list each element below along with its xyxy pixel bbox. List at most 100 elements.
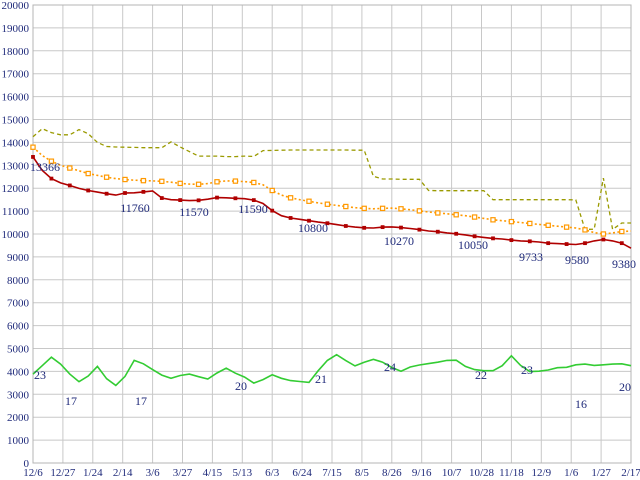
data-point-marker bbox=[527, 239, 532, 244]
data-point-marker bbox=[251, 198, 256, 203]
data-point-marker bbox=[343, 224, 348, 228]
data-point-marker bbox=[232, 178, 239, 184]
y-tick-label: 7000 bbox=[7, 298, 30, 310]
data-point-marker bbox=[398, 206, 404, 212]
x-tick-label: 11/18 bbox=[499, 467, 524, 479]
y-tick-label: 3000 bbox=[7, 389, 30, 401]
y-tick-label: 6000 bbox=[7, 321, 30, 333]
y-tick-label: 15000 bbox=[2, 115, 30, 127]
data-point-marker bbox=[85, 170, 91, 177]
series-line-olive-dashed-series bbox=[32, 127, 631, 231]
data-value-label: 9733 bbox=[519, 250, 543, 264]
data-point-marker bbox=[251, 179, 257, 186]
data-value-label: 13366 bbox=[30, 160, 60, 174]
data-value-label: 22 bbox=[475, 368, 487, 382]
data-point-marker bbox=[140, 177, 147, 184]
data-value-label: 24 bbox=[384, 360, 396, 374]
y-tick-label: 16000 bbox=[2, 92, 30, 104]
x-tick-label: 8/26 bbox=[382, 467, 402, 479]
data-point-marker bbox=[49, 176, 54, 181]
data-point-marker bbox=[177, 180, 183, 187]
data-marker-group bbox=[30, 144, 625, 246]
data-point-marker bbox=[104, 191, 109, 196]
x-tick-label: 2/17 bbox=[621, 467, 640, 479]
data-point-marker bbox=[123, 191, 127, 195]
x-tick-label: 10/28 bbox=[469, 467, 495, 479]
data-value-label: 23 bbox=[34, 368, 46, 382]
data-point-marker bbox=[195, 181, 202, 188]
data-point-marker bbox=[159, 178, 165, 185]
data-point-marker bbox=[417, 227, 422, 232]
data-point-marker bbox=[471, 214, 478, 220]
y-tick-label: 8000 bbox=[7, 275, 30, 287]
data-value-label: 21 bbox=[315, 372, 327, 386]
data-point-marker bbox=[600, 231, 607, 237]
data-point-marker bbox=[67, 183, 72, 188]
x-tick-label: 9/16 bbox=[412, 467, 432, 479]
data-value-label: 9380 bbox=[612, 257, 636, 271]
x-tick-label: 1/6 bbox=[564, 467, 579, 479]
data-point-marker bbox=[619, 241, 624, 246]
y-tick-label: 12000 bbox=[2, 183, 30, 195]
data-point-marker bbox=[48, 158, 55, 164]
data-point-marker bbox=[546, 241, 551, 246]
data-point-marker bbox=[307, 218, 311, 223]
data-value-label: 10270 bbox=[384, 234, 414, 248]
x-tick-label: 3/27 bbox=[173, 467, 193, 479]
y-tick-label: 13000 bbox=[2, 160, 30, 172]
x-tick-label: 10/7 bbox=[442, 467, 462, 479]
data-value-label: 11590 bbox=[238, 202, 268, 216]
data-point-marker bbox=[527, 220, 533, 227]
data-value-label: 17 bbox=[65, 394, 77, 408]
x-tick-label: 4/15 bbox=[203, 467, 223, 479]
data-value-label: 11570 bbox=[179, 205, 209, 219]
x-tick-label: 8/5 bbox=[355, 467, 370, 479]
data-point-marker bbox=[435, 210, 441, 216]
data-point-marker bbox=[233, 196, 238, 201]
x-axis-tick-labels: 12/6 12/27 1/24 2/14 3/6 3/27 4/15 5/13 6/3 6/24 7… bbox=[23, 467, 640, 479]
y-tick-label: 17000 bbox=[2, 69, 30, 81]
y-tick-label: 11000 bbox=[2, 206, 30, 218]
data-value-label: 20 bbox=[619, 380, 631, 394]
x-tick-label: 12/9 bbox=[532, 467, 552, 479]
data-point-marker bbox=[380, 225, 385, 230]
data-point-marker bbox=[196, 198, 201, 203]
x-tick-label: 3/6 bbox=[146, 467, 161, 479]
data-point-marker bbox=[416, 208, 423, 214]
data-point-marker bbox=[287, 195, 294, 201]
data-value-label: 17 bbox=[135, 394, 147, 408]
x-tick-label: 12/27 bbox=[50, 467, 76, 479]
data-point-marker bbox=[343, 203, 349, 210]
data-point-marker bbox=[214, 179, 220, 185]
data-point-marker bbox=[86, 188, 91, 193]
y-tick-label: 0 bbox=[24, 458, 30, 470]
data-point-marker bbox=[619, 228, 625, 235]
data-point-marker bbox=[472, 234, 477, 239]
data-point-marker bbox=[31, 155, 35, 159]
data-point-marker bbox=[159, 196, 164, 200]
x-tick-label: 1/27 bbox=[591, 467, 611, 479]
data-value-label: 23 bbox=[521, 363, 533, 377]
grid-lines bbox=[33, 5, 631, 463]
data-point-marker bbox=[545, 222, 551, 228]
data-point-marker bbox=[399, 225, 403, 230]
data-point-marker bbox=[67, 165, 73, 171]
x-tick-label: 7/15 bbox=[322, 467, 342, 479]
x-tick-label: 6/24 bbox=[292, 467, 312, 479]
y-axis-tick-labels: 0 1000 2000 3000 4000 5000 6000 7000 8000 9000 100… bbox=[2, 0, 30, 470]
x-tick-label: 12/6 bbox=[23, 467, 43, 479]
data-point-marker bbox=[270, 208, 275, 213]
y-tick-label: 5000 bbox=[7, 344, 30, 356]
data-point-marker bbox=[601, 237, 606, 242]
data-point-marker bbox=[490, 217, 496, 223]
data-point-marker bbox=[178, 198, 183, 203]
data-point-marker bbox=[508, 218, 515, 225]
y-tick-label: 18000 bbox=[2, 46, 30, 58]
data-point-marker bbox=[491, 236, 495, 241]
data-point-marker bbox=[563, 224, 570, 230]
data-point-marker bbox=[361, 205, 367, 212]
data-point-marker bbox=[325, 221, 330, 226]
data-point-marker bbox=[215, 195, 219, 200]
